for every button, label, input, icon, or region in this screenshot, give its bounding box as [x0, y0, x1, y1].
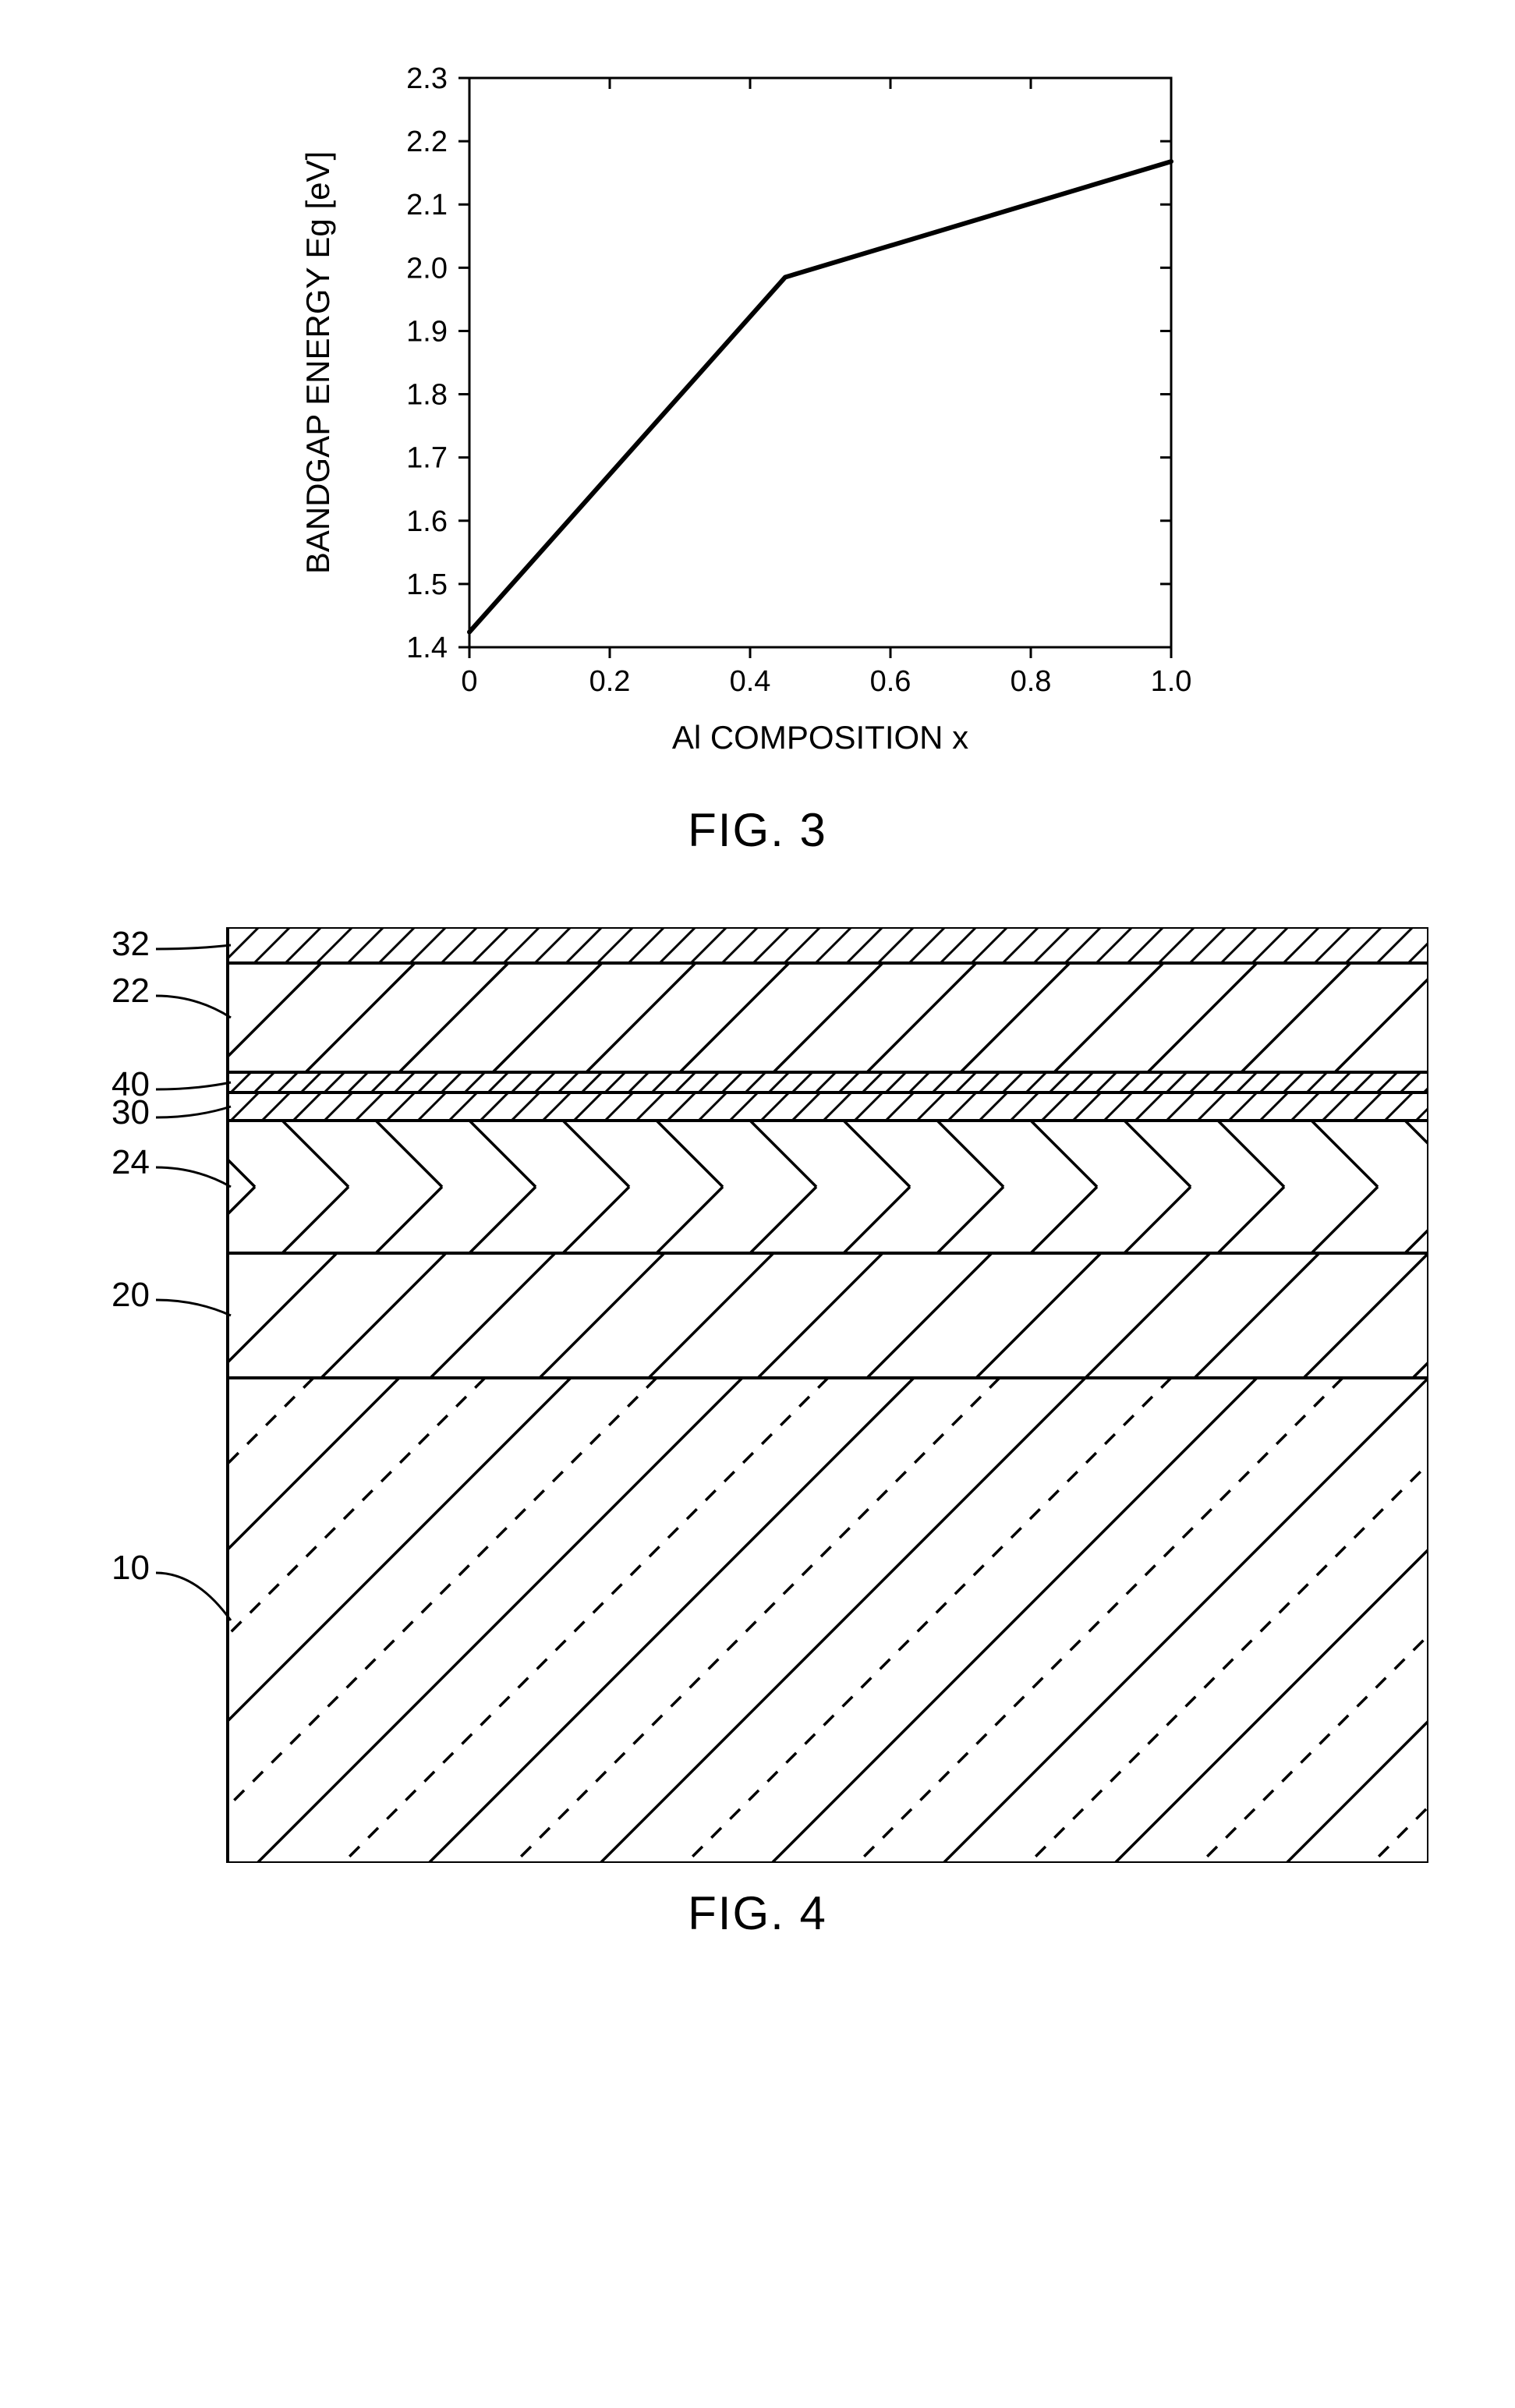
svg-text:10: 10: [112, 1549, 150, 1587]
svg-text:20: 20: [112, 1276, 150, 1314]
fig4-diagram: 32224030242010: [87, 927, 1428, 1863]
svg-text:0.4: 0.4: [729, 665, 770, 698]
svg-text:30: 30: [112, 1093, 150, 1131]
svg-text:2.2: 2.2: [406, 126, 448, 158]
svg-text:0.6: 0.6: [869, 665, 911, 698]
svg-text:1.4: 1.4: [406, 632, 448, 664]
svg-text:1.5: 1.5: [406, 568, 448, 601]
svg-text:BANDGAP ENERGY Eg [eV]: BANDGAP ENERGY Eg [eV]: [299, 151, 336, 574]
svg-text:2.0: 2.0: [406, 252, 448, 285]
svg-text:Al COMPOSITION x: Al COMPOSITION x: [671, 719, 968, 756]
svg-text:1.6: 1.6: [406, 505, 448, 538]
fig4-diagram-svg: 32224030242010: [87, 927, 1428, 1863]
fig3-chart: 1.4 1.5 1.6 1.7 1.8 1.9 2.0 2.1 2.2 2.3 0 0.2 0.4 0.6…: [298, 47, 1218, 780]
fig4-label: FIG. 4: [0, 1886, 1515, 1940]
svg-text:22: 22: [112, 972, 150, 1010]
svg-text:0: 0: [461, 665, 477, 698]
figure-4: 32224030242010 FIG. 4: [0, 927, 1515, 1940]
figure-3: 1.4 1.5 1.6 1.7 1.8 1.9 2.0 2.1 2.2 2.3 0 0.2 0.4 0.6…: [0, 47, 1515, 857]
svg-text:1.9: 1.9: [406, 315, 448, 348]
svg-text:1.7: 1.7: [406, 442, 448, 475]
svg-text:2.1: 2.1: [406, 189, 448, 221]
svg-text:0.2: 0.2: [589, 665, 630, 698]
svg-text:0.8: 0.8: [1010, 665, 1051, 698]
svg-text:2.3: 2.3: [406, 62, 448, 95]
fig3-chart-svg: 1.4 1.5 1.6 1.7 1.8 1.9 2.0 2.1 2.2 2.3 0 0.2 0.4 0.6…: [298, 47, 1218, 780]
svg-text:32: 32: [112, 927, 150, 963]
svg-text:1.8: 1.8: [406, 379, 448, 412]
fig3-label: FIG. 3: [0, 803, 1515, 857]
svg-text:1.0: 1.0: [1150, 665, 1191, 698]
svg-text:24: 24: [112, 1143, 150, 1181]
